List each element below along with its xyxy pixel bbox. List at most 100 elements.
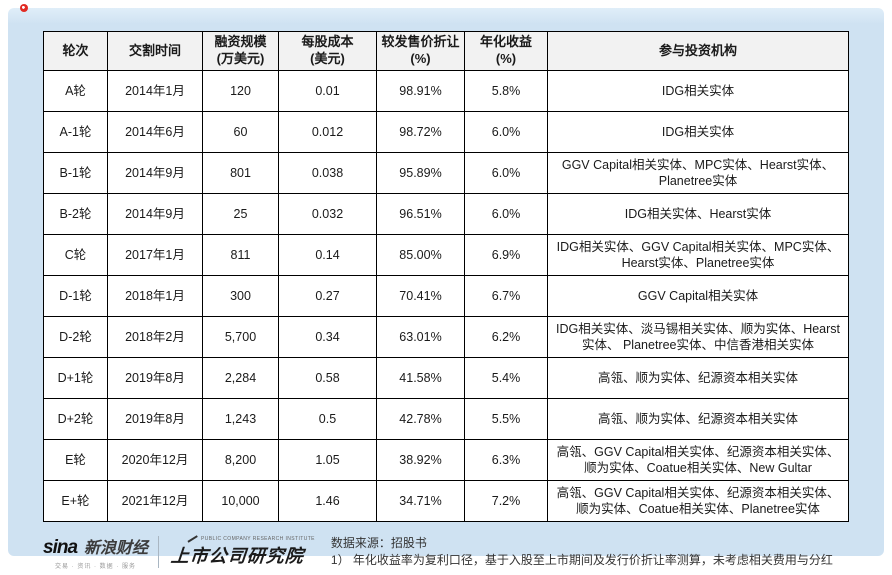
- cell-closing-date: 2020年12月: [107, 439, 203, 481]
- table-row: A-1轮 2014年6月 60 0.012 98.72% 6.0% IDG相关实体: [43, 111, 849, 153]
- cell-annualized-return: 7.2%: [464, 480, 548, 522]
- table-row: B-2轮 2014年9月 25 0.032 96.51% 6.0% IDG相关实体、Hear…: [43, 193, 849, 235]
- cell-round: C轮: [43, 234, 108, 276]
- cell-closing-date: 2021年12月: [107, 480, 203, 522]
- cell-cost-per-share: 0.5: [278, 398, 377, 440]
- cell-investors: GGV Capital相关实体、MPC实体、Hearst实体、Planetree…: [547, 152, 849, 194]
- research-institute-logo: PUBLIC COMPANY RESEARCH INSTITUTE 上市公司研究…: [170, 535, 315, 568]
- sina-tagline: 交易 · 资讯 · 数据 · 服务: [55, 564, 137, 570]
- sina-wordmark: sina: [43, 537, 78, 558]
- cell-amount: 25: [202, 193, 279, 235]
- cell-discount: 85.00%: [376, 234, 465, 276]
- cell-investors: IDG相关实体、GGV Capital相关实体、MPC实体、Hearst实体、P…: [547, 234, 849, 276]
- cell-discount: 63.01%: [376, 316, 465, 358]
- institute-english-label: PUBLIC COMPANY RESEARCH INSTITUTE: [171, 535, 315, 543]
- cell-amount: 10,000: [202, 480, 279, 522]
- cell-cost-per-share: 0.58: [278, 357, 377, 399]
- institute-english-text: PUBLIC COMPANY RESEARCH INSTITUTE: [201, 536, 315, 542]
- cell-amount: 1,243: [202, 398, 279, 440]
- cell-cost-per-share: 0.01: [278, 70, 377, 112]
- table-row: A轮 2014年1月 120 0.01 98.91% 5.8% IDG相关实体: [43, 70, 849, 112]
- cell-cost-per-share: 0.27: [278, 275, 377, 317]
- cell-closing-date: 2018年1月: [107, 275, 203, 317]
- cell-investors: IDG相关实体、Hearst实体: [547, 193, 849, 235]
- cell-round: D-2轮: [43, 316, 108, 358]
- cell-annualized-return: 6.7%: [464, 275, 548, 317]
- cell-round: B-1轮: [43, 152, 108, 194]
- logo-divider: [158, 536, 160, 568]
- cell-discount: 96.51%: [376, 193, 465, 235]
- cell-cost-per-share: 0.34: [278, 316, 377, 358]
- table-row: D+2轮 2019年8月 1,243 0.5 42.78% 5.5% 高瓴、顺为实体、纪源资…: [43, 398, 849, 440]
- sina-eye-icon: [20, 4, 28, 12]
- footnotes: 数据来源：招股书 1） 年化收益率为复利口径，基于入股至上市期间及发行价折让率测…: [331, 535, 833, 570]
- cell-annualized-return: 6.0%: [464, 152, 548, 194]
- cell-annualized-return: 6.2%: [464, 316, 548, 358]
- cell-discount: 98.72%: [376, 111, 465, 153]
- table-header-row: 轮次 交割时间 融资规模 (万美元) 每股成本 (美元) 较发售价折让 (%) 年化收益 …: [43, 31, 849, 71]
- table-row: D-1轮 2018年1月 300 0.27 70.41% 6.7% GGV Capital相…: [43, 275, 849, 317]
- cell-cost-per-share: 0.012: [278, 111, 377, 153]
- cell-amount: 120: [202, 70, 279, 112]
- cell-cost-per-share: 1.46: [278, 480, 377, 522]
- cell-round: E轮: [43, 439, 108, 481]
- cell-discount: 34.71%: [376, 480, 465, 522]
- table-row: D-2轮 2018年2月 5,700 0.34 63.01% 6.2% IDG相关实体、淡马…: [43, 316, 849, 358]
- cell-annualized-return: 6.0%: [464, 111, 548, 153]
- footnote-1: 1） 年化收益率为复利口径，基于入股至上市期间及发行价折让率测算，未考虑相关费用…: [330, 553, 833, 567]
- cell-closing-date: 2017年1月: [107, 234, 203, 276]
- cell-amount: 2,284: [202, 357, 279, 399]
- cell-amount: 811: [202, 234, 279, 276]
- cell-annualized-return: 6.0%: [464, 193, 548, 235]
- cell-closing-date: 2014年9月: [107, 152, 203, 194]
- column-header-cost-per-share: 每股成本 (美元): [278, 31, 377, 71]
- table-row: B-1轮 2014年9月 801 0.038 95.89% 6.0% GGV Capital…: [43, 152, 849, 194]
- cell-round: D+2轮: [43, 398, 108, 440]
- cell-investors: IDG相关实体、淡马锡相关实体、顺为实体、Hearst实体、 Planetree…: [547, 316, 849, 358]
- cell-amount: 8,200: [202, 439, 279, 481]
- table-row: E+轮 2021年12月 10,000 1.46 34.71% 7.2% 高瓴、GGV Ca…: [43, 480, 849, 522]
- cell-annualized-return: 5.5%: [464, 398, 548, 440]
- logo-group: sina 新浪财经 交易 · 资讯 · 数据 · 服务 PUBLIC COMPA…: [20, 4, 315, 570]
- cell-investors: IDG相关实体: [547, 70, 849, 112]
- column-header-round: 轮次: [43, 31, 108, 71]
- cell-round: B-2轮: [43, 193, 108, 235]
- cell-investors: 高瓴、顺为实体、纪源资本相关实体: [547, 398, 849, 440]
- cell-amount: 300: [202, 275, 279, 317]
- column-header-investors: 参与投资机构: [547, 31, 849, 71]
- cell-discount: 95.89%: [376, 152, 465, 194]
- cell-closing-date: 2014年9月: [107, 193, 203, 235]
- table-row: C轮 2017年1月 811 0.14 85.00% 6.9% IDG相关实体、GGV Ca…: [43, 234, 849, 276]
- footer: sina 新浪财经 交易 · 资讯 · 数据 · 服务 PUBLIC COMPA…: [20, 4, 884, 575]
- sina-finance-label: 新浪财经: [84, 540, 149, 557]
- cell-discount: 41.58%: [376, 357, 465, 399]
- cell-investors: GGV Capital相关实体: [547, 275, 849, 317]
- cell-closing-date: 2014年6月: [107, 111, 203, 153]
- cell-annualized-return: 6.3%: [464, 439, 548, 481]
- financing-rounds-table: 轮次 交割时间 融资规模 (万美元) 每股成本 (美元) 较发售价折让 (%) 年化收益 …: [43, 31, 849, 522]
- cell-round: A-1轮: [43, 111, 108, 153]
- cell-amount: 801: [202, 152, 279, 194]
- cell-round: E+轮: [43, 480, 108, 522]
- sina-finance-logo: sina 新浪财经 交易 · 资讯 · 数据 · 服务: [20, 4, 149, 570]
- table-row: D+1轮 2019年8月 2,284 0.58 41.58% 5.4% 高瓴、顺为实体、纪源…: [43, 357, 849, 399]
- cell-investors: IDG相关实体: [547, 111, 849, 153]
- column-header-closing-date: 交割时间: [107, 31, 203, 71]
- cell-round: D+1轮: [43, 357, 108, 399]
- cell-amount: 5,700: [202, 316, 279, 358]
- cell-annualized-return: 6.9%: [464, 234, 548, 276]
- cell-discount: 38.92%: [376, 439, 465, 481]
- cell-amount: 60: [202, 111, 279, 153]
- cell-closing-date: 2018年2月: [107, 316, 203, 358]
- cell-closing-date: 2019年8月: [107, 357, 203, 399]
- table-row: E轮 2020年12月 8,200 1.05 38.92% 6.3% 高瓴、GGV Capi…: [43, 439, 849, 481]
- cell-discount: 98.91%: [376, 70, 465, 112]
- cell-annualized-return: 5.8%: [464, 70, 548, 112]
- column-header-amount: 融资规模 (万美元): [202, 31, 279, 71]
- cell-annualized-return: 5.4%: [464, 357, 548, 399]
- content-card: 轮次 交割时间 融资规模 (万美元) 每股成本 (美元) 较发售价折让 (%) 年化收益 …: [8, 4, 884, 570]
- cell-discount: 42.78%: [376, 398, 465, 440]
- cell-cost-per-share: 0.14: [278, 234, 377, 276]
- column-header-discount: 较发售价折让 (%): [376, 31, 465, 71]
- cell-round: D-1轮: [43, 275, 108, 317]
